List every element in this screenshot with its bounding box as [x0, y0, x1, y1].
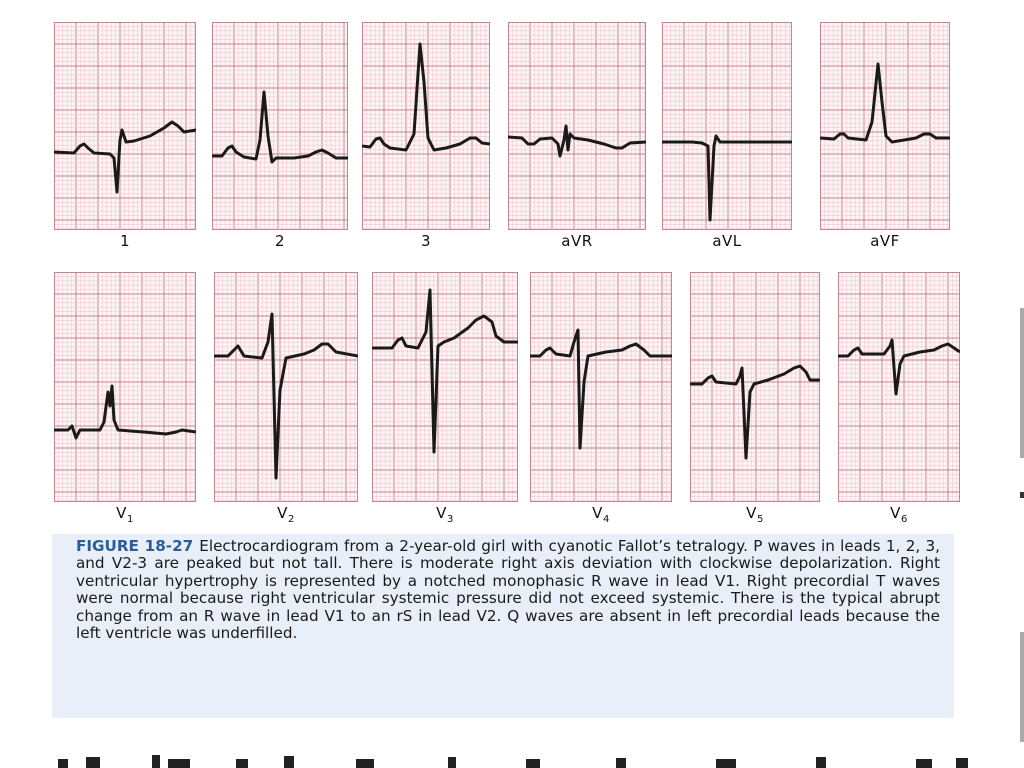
ecg-strip-lead-v5	[690, 272, 820, 502]
ecg-strip-lead-1	[54, 22, 196, 230]
ecg-grid-lines	[662, 22, 792, 230]
lead-label: aVL	[712, 232, 742, 250]
ecg-strip-lead-v3	[372, 272, 518, 502]
ecg-strip-lead-v6	[838, 272, 960, 502]
lead-label-v4: V4	[592, 504, 610, 525]
ecg-strip-lead-avl	[662, 22, 792, 230]
ecg-grid-lines	[54, 272, 196, 502]
ecg-grid	[54, 22, 196, 230]
caption-body: Electrocardiogram from a 2-year-old girl…	[76, 537, 940, 643]
ecg-grid-lines	[362, 22, 490, 230]
lead-label: 1	[119, 232, 131, 250]
figure-caption: FIGURE 18-27 Electrocardiogram from a 2-y…	[52, 534, 954, 718]
caption-text: FIGURE 18-27 Electrocardiogram from a 2-y…	[76, 537, 940, 643]
lead-label-v3: V3	[436, 504, 454, 525]
lead-label: aVR	[561, 232, 593, 250]
ecg-grid-lines	[214, 272, 358, 502]
lead-label-v6: V6	[890, 504, 908, 525]
lead-label: 2	[274, 232, 286, 250]
lead-label-v2: V2	[277, 504, 295, 525]
edge-mark	[1020, 492, 1024, 498]
ecg-grid-lines	[372, 272, 518, 502]
ecg-grid-lines	[508, 22, 646, 230]
edge-mark	[1020, 308, 1024, 458]
lead-label: 3	[420, 232, 432, 250]
ecg-trace	[54, 120, 196, 194]
ecg-strip-lead-avf	[820, 22, 950, 230]
ecg-strip-lead-v4	[530, 272, 672, 502]
ecg-grid-lines	[838, 272, 960, 502]
lead-label-v5: V5	[746, 504, 764, 525]
ecg-strip-lead-avr	[508, 22, 646, 230]
ecg-strip-lead-v1	[54, 272, 196, 502]
ecg-grid-lines	[54, 22, 196, 230]
ecg-grid-lines	[530, 272, 672, 502]
ecg-strip-lead-2	[212, 22, 348, 230]
ecg-grid-lines	[690, 272, 820, 502]
ecg-grid-lines	[212, 22, 348, 230]
figure-number: FIGURE 18-27	[76, 537, 194, 555]
ecg-strip-lead-3	[362, 22, 490, 230]
clipped-text-line	[56, 753, 976, 768]
edge-mark	[1020, 632, 1024, 742]
lead-label-v1: V1	[116, 504, 134, 525]
lead-label: aVF	[870, 232, 900, 250]
ecg-strip-lead-v2	[214, 272, 358, 502]
